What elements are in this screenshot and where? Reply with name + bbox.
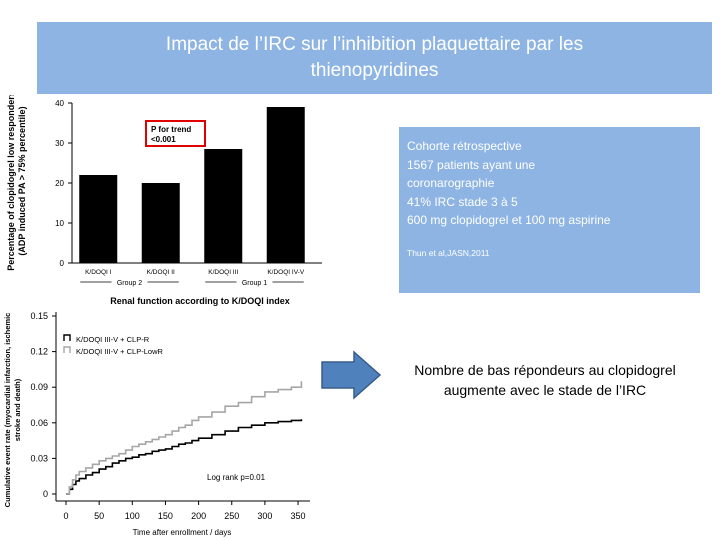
study-info-box: Cohorte rétrospective 1567 patients ayan… <box>399 127 700 293</box>
bar <box>79 175 118 263</box>
p-trend-box <box>145 120 206 147</box>
p-trend-label: P for trend <box>151 125 191 134</box>
conclusion-line1: Nombre de bas répondeurs au clopidogrel <box>414 362 676 378</box>
line-x-tick-label: 100 <box>125 511 140 521</box>
conclusion-line2: augmente avec le stade de l’IRC <box>443 382 647 398</box>
bar-y-tick-label: 20 <box>55 179 64 188</box>
line-chart-ylabel-line2: stroke and death) <box>13 378 22 441</box>
bar-chart: Percentage of clopidogrel low responders… <box>6 95 322 306</box>
info-line: coronarographie <box>407 176 495 190</box>
bar-y-tick-label: 10 <box>55 219 64 228</box>
line-y-tick-label: 0.09 <box>30 382 48 392</box>
bar-chart-xlabel: Renal function according to K/DOQI index <box>110 296 290 306</box>
legend-swatch <box>63 346 71 353</box>
line-chart-ylabel-line1: Cumulative event rate (myocardial infarc… <box>3 313 12 508</box>
line-x-tick-label: 0 <box>63 511 68 521</box>
bar-x-tick-label: K/DOQI II <box>147 269 175 276</box>
line-y-tick-label: 0.15 <box>30 311 48 321</box>
line-y-tick-label: 0.12 <box>30 347 48 357</box>
series-line-0 <box>66 419 303 495</box>
info-line: 1567 patients ayant une <box>407 157 536 172</box>
line-x-tick-label: 150 <box>158 511 173 521</box>
p-trend-value: <0.001 <box>151 135 176 144</box>
line-y-tick-label: 0 <box>43 489 48 499</box>
legend-label: K/DOQI III-V + CLP-LowR <box>76 347 163 356</box>
line-y-tick-label: 0.03 <box>30 453 48 463</box>
line-chart-xlabel: Time after enrollment / days <box>133 528 232 537</box>
legend-label: K/DOQI III-V + CLP-R <box>76 335 150 344</box>
series-line-1 <box>66 381 303 495</box>
bar-x-tick-label: K/DOQI IV-V <box>267 269 305 276</box>
slide-title-box: Impact de l’IRC sur l’inhibition plaquet… <box>37 22 712 94</box>
bar-chart-ylabel-line1: Percentage of clopidogrel low responders <box>6 95 16 271</box>
arrow-right-icon <box>321 350 382 400</box>
bar-y-tick-label: 40 <box>55 99 64 108</box>
bar <box>141 183 180 263</box>
info-line: Cohorte rétrospective <box>407 139 522 153</box>
bar-x-tick-label: K/DOQI I <box>85 269 112 276</box>
line-x-tick-label: 300 <box>257 511 272 521</box>
bar-y-tick-label: 30 <box>55 139 64 148</box>
bar <box>266 107 305 263</box>
log-rank-annotation: Log rank p=0.01 <box>207 473 266 482</box>
info-line: 600 mg clopidogrel et 100 mg aspirine <box>407 213 611 227</box>
line-x-tick-label: 350 <box>291 511 306 521</box>
group-label: Group 2 <box>117 280 142 287</box>
line-x-tick-label: 200 <box>191 511 206 521</box>
line-chart-ylabel: Cumulative event rate (myocardial infarc… <box>3 313 22 508</box>
slide-title-line2: thienopyridines <box>310 60 439 81</box>
bar-y-tick-label: 0 <box>60 259 65 268</box>
line-x-tick-label: 50 <box>94 511 104 521</box>
bar <box>204 149 243 263</box>
group-label: Group 1 <box>242 280 267 287</box>
conclusion-text: Nombre de bas répondeurs au clopidogrel … <box>380 360 710 400</box>
bar-x-tick-label: K/DOQI III <box>208 269 238 276</box>
line-chart: Cumulative event rate (myocardial infarc… <box>3 311 310 537</box>
info-line: 41% IRC stade 3 à 5 <box>407 194 518 209</box>
slide-title-line1: Impact de l’IRC sur l’inhibition plaquet… <box>165 34 584 55</box>
line-y-tick-label: 0.06 <box>30 418 48 428</box>
bar-chart-ylabel: Percentage of clopidogrel low responders… <box>6 95 27 271</box>
citation: Thun et al,JASN,2011 <box>407 247 490 258</box>
legend-swatch <box>63 334 71 341</box>
line-x-tick-label: 250 <box>224 511 239 521</box>
bar-chart-ylabel-line2: (ADP induced PA > 75% percentile) <box>17 106 27 255</box>
